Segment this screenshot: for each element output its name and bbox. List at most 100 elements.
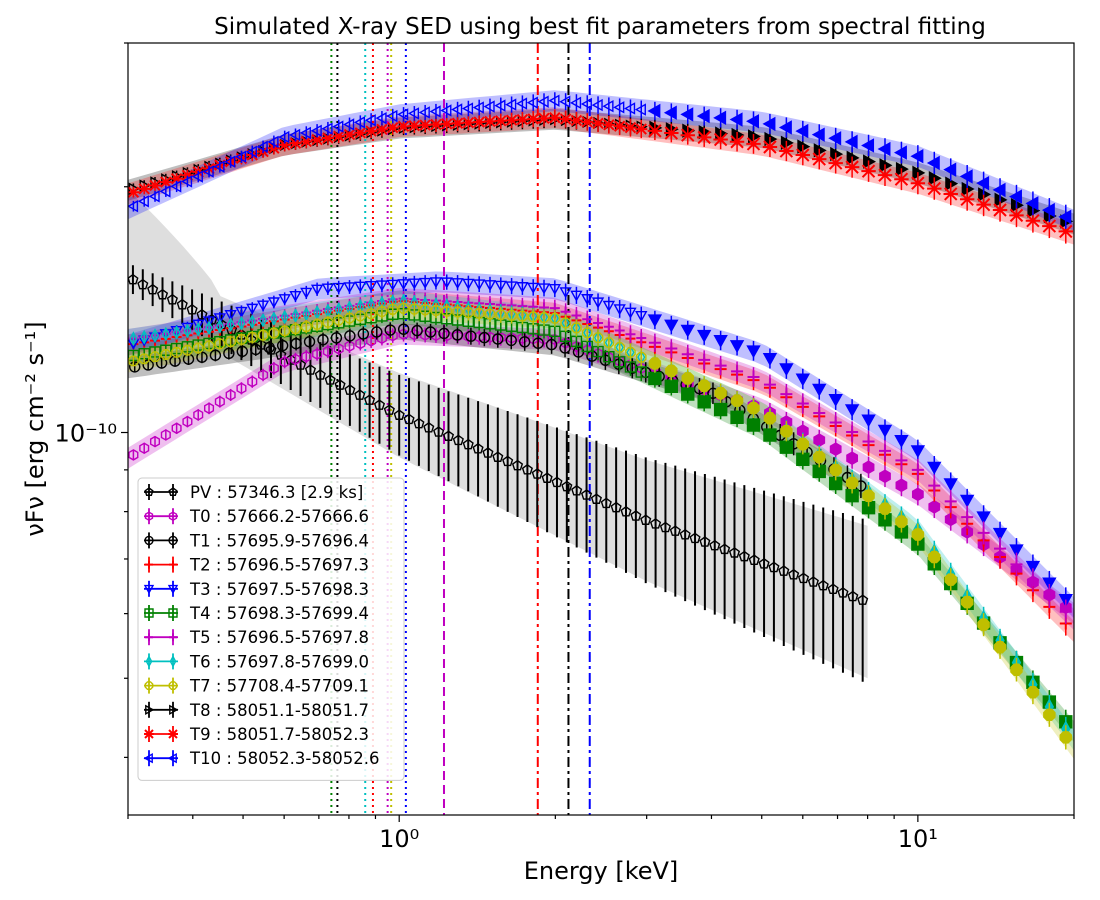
data-point xyxy=(172,325,181,341)
data-point xyxy=(517,310,528,322)
data-point xyxy=(538,112,551,125)
data-point xyxy=(441,305,453,317)
data-point xyxy=(344,340,355,352)
data-point xyxy=(279,325,290,337)
data-point xyxy=(911,487,924,502)
data-point xyxy=(893,145,907,160)
data-point xyxy=(844,160,860,174)
data-point xyxy=(581,327,593,339)
data-point xyxy=(191,170,203,183)
series-11 xyxy=(128,92,1072,229)
data-point xyxy=(161,326,170,342)
data-point xyxy=(1025,560,1041,574)
data-point xyxy=(681,387,695,401)
data-point xyxy=(160,429,171,441)
data-point xyxy=(482,447,494,458)
data-point xyxy=(559,330,572,342)
data-point xyxy=(828,156,843,170)
data-point xyxy=(846,425,859,438)
data-point xyxy=(429,105,441,118)
data-point xyxy=(375,280,389,292)
legend-marker-icon xyxy=(144,535,154,546)
data-point xyxy=(517,332,528,345)
data-point xyxy=(463,330,474,343)
data-point xyxy=(926,155,940,171)
legend-marker-icon xyxy=(167,753,177,764)
data-point xyxy=(521,463,533,475)
data-point xyxy=(300,287,313,299)
data-point xyxy=(150,328,160,344)
legend-entry-10: T9 : 58051.7-58052.3 xyxy=(144,725,369,744)
data-point xyxy=(747,401,760,415)
data-point xyxy=(181,322,194,334)
legend-marker-icon xyxy=(169,633,177,642)
data-point xyxy=(250,343,262,356)
legend-marker-icon xyxy=(168,535,178,546)
data-point xyxy=(812,383,827,397)
data-point xyxy=(128,355,139,367)
data-point xyxy=(137,278,149,290)
data-point xyxy=(494,115,507,127)
data-point xyxy=(300,321,312,332)
data-point xyxy=(322,317,334,328)
data-point xyxy=(505,320,518,333)
data-point xyxy=(613,356,626,368)
data-point xyxy=(795,373,810,387)
data-point xyxy=(669,525,681,536)
data-point xyxy=(128,273,139,285)
data-point xyxy=(613,120,626,132)
data-point xyxy=(877,141,891,157)
data-point xyxy=(624,361,637,373)
data-point xyxy=(625,329,636,340)
data-point xyxy=(878,502,892,515)
data-point xyxy=(590,493,602,504)
data-point xyxy=(811,127,825,142)
data-point xyxy=(992,203,1008,217)
data-point xyxy=(438,327,450,340)
data-point xyxy=(649,518,662,529)
data-point xyxy=(203,340,215,352)
data-point xyxy=(862,460,875,475)
data-point xyxy=(961,511,974,524)
data-point xyxy=(828,393,843,407)
data-point xyxy=(516,113,529,126)
data-point xyxy=(387,329,398,342)
y-tick-labels: 10⁻¹⁰ xyxy=(55,420,117,448)
data-point xyxy=(420,329,431,341)
data-point xyxy=(214,338,226,350)
series-8 xyxy=(128,301,1073,750)
data-point xyxy=(531,468,543,479)
data-point xyxy=(182,415,193,428)
data-point xyxy=(344,330,356,342)
data-point xyxy=(747,371,760,384)
data-point xyxy=(397,108,409,121)
legend-marker-icon xyxy=(145,655,153,668)
data-point xyxy=(813,407,826,420)
data-point xyxy=(730,394,744,407)
data-point xyxy=(387,308,399,320)
legend-label: PV : 57346.3 [2.9 ks] xyxy=(190,483,363,502)
data-point xyxy=(943,478,958,492)
data-point xyxy=(1043,589,1056,602)
data-point xyxy=(549,312,561,324)
legend-label: T6 : 57697.8-57699.0 xyxy=(189,652,369,671)
data-point xyxy=(746,114,759,129)
data-point xyxy=(483,280,497,292)
data-point xyxy=(549,325,561,338)
data-point xyxy=(353,116,366,129)
data-point xyxy=(812,450,826,464)
data-point xyxy=(559,113,572,125)
data-point xyxy=(829,463,842,477)
data-point xyxy=(1010,663,1023,676)
data-point xyxy=(311,320,323,332)
data-point xyxy=(795,148,811,162)
data-point xyxy=(827,583,839,595)
data-point xyxy=(895,515,908,528)
data-point xyxy=(182,344,193,356)
data-point xyxy=(129,361,141,373)
data-point xyxy=(778,565,790,576)
data-point xyxy=(602,119,615,131)
data-point xyxy=(647,103,661,119)
y-axis-label: νFν [erg cm⁻² s⁻¹] xyxy=(21,321,49,536)
data-point xyxy=(845,488,859,503)
